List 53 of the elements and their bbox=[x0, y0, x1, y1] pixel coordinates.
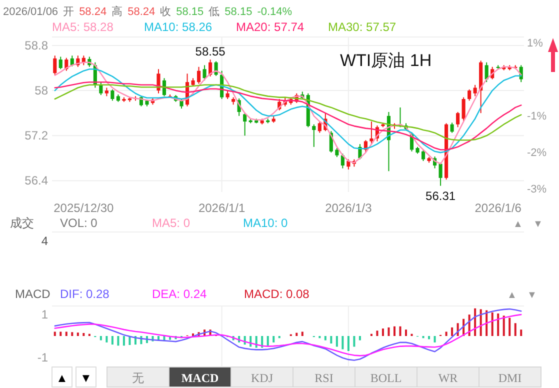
text: MACD: 0.08 bbox=[244, 287, 310, 301]
text: 无 bbox=[132, 371, 144, 385]
text: MA10: 58.26 bbox=[144, 20, 212, 34]
x-tick-label: 2026/1/1 bbox=[198, 201, 246, 215]
x-tick-label: 2026/1/6 bbox=[474, 201, 522, 215]
text: 58.15 bbox=[176, 6, 204, 18]
text: DEA: 0.24 bbox=[152, 287, 208, 301]
x-tick-label: 2025/12/30 bbox=[54, 201, 114, 215]
text: 开 bbox=[63, 6, 74, 18]
text: ▲ bbox=[56, 371, 68, 385]
y-tick-label: 58 bbox=[34, 84, 48, 98]
text: WR bbox=[438, 371, 458, 385]
y2-tick-label: -2% bbox=[527, 146, 547, 159]
text: 高 bbox=[112, 5, 123, 18]
y-tick-label: 58.8 bbox=[24, 38, 48, 52]
text: VOL: 0 bbox=[60, 216, 98, 230]
text: 2026/01/06 bbox=[3, 6, 58, 18]
series-label: DIF: 0.28 bbox=[60, 287, 110, 301]
text: 58.24 bbox=[128, 6, 156, 18]
text: ▼ bbox=[533, 219, 543, 230]
y-tick-label: 56.4 bbox=[24, 174, 48, 188]
text: 58.24 bbox=[79, 6, 107, 18]
text: MA20: 57.74 bbox=[236, 20, 304, 34]
text: 58.15 bbox=[224, 6, 252, 18]
chart-title: MACD bbox=[15, 287, 51, 301]
text: WTI原油 1H bbox=[340, 51, 432, 70]
y2-tick-label: -1% bbox=[527, 110, 547, 122]
text: 低 bbox=[208, 6, 220, 18]
text: ▼ bbox=[527, 290, 537, 301]
annotation: 58.55 bbox=[195, 44, 226, 59]
y-tick-label: 57.2 bbox=[24, 128, 48, 143]
text: KDJ bbox=[250, 371, 274, 385]
text: 成交 bbox=[10, 216, 34, 230]
text: -0.14% bbox=[257, 6, 292, 18]
text: MACD bbox=[181, 371, 219, 385]
y-tick-label: 1 bbox=[41, 308, 48, 322]
text: ▼ bbox=[80, 371, 92, 385]
x-tick-label: 2026/1/3 bbox=[325, 201, 372, 215]
text: ▲ bbox=[513, 219, 523, 230]
text: DMI bbox=[498, 371, 522, 385]
text: 4 bbox=[41, 234, 48, 248]
y2-tick-label: 1% bbox=[527, 37, 544, 50]
annotation: 56.31 bbox=[426, 188, 456, 203]
text: MA10: 0 bbox=[243, 216, 288, 230]
text: MA5: 58.28 bbox=[52, 20, 114, 34]
text: RSI bbox=[314, 371, 334, 385]
y2-tick-label: -3% bbox=[527, 183, 547, 196]
text: MA30: 57.57 bbox=[328, 20, 396, 34]
text: ▲ bbox=[507, 290, 517, 301]
text: MA5: 0 bbox=[152, 216, 190, 230]
text: BOLL bbox=[370, 371, 402, 385]
text: 收 bbox=[160, 6, 172, 18]
y-tick-label: -1 bbox=[37, 350, 48, 364]
